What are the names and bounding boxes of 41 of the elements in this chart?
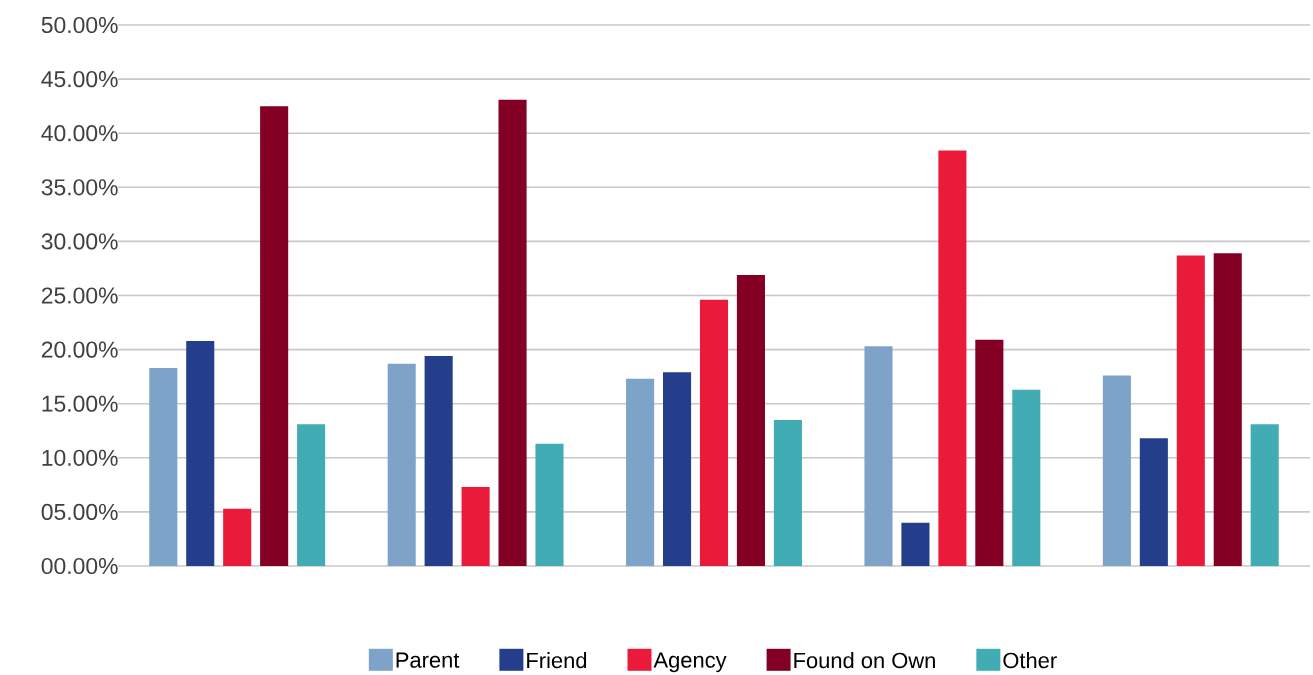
bar [424, 356, 453, 566]
y-tick-label: 25.00% [41, 287, 118, 304]
bar [663, 372, 692, 566]
bar [626, 378, 655, 566]
bar [699, 299, 729, 566]
y-tick-label: 40.00% [41, 125, 118, 142]
legend-label: Found on Own [794, 652, 935, 669]
y-tick-label: 45.00% [41, 70, 118, 88]
bar [938, 150, 967, 566]
bar [1139, 438, 1168, 566]
bar [387, 363, 416, 566]
y-tick-label: 30.00% [41, 233, 118, 250]
bar [1213, 253, 1242, 566]
y-tick-label: 10.00% [42, 449, 118, 466]
legend-label: Agency [653, 652, 727, 673]
bar [260, 106, 289, 566]
bar [498, 99, 527, 566]
bar [535, 443, 564, 566]
y-tick-label: 20.00% [41, 341, 118, 358]
bar [975, 339, 1004, 566]
bar [1250, 424, 1279, 566]
y-tick-label: 05.00% [41, 503, 118, 521]
bar [149, 367, 178, 566]
bar [186, 340, 215, 566]
y-tick-label: 50.00% [41, 16, 118, 34]
bar [901, 522, 930, 566]
bar [773, 419, 802, 566]
bar [864, 346, 893, 566]
legend-label: Friend [527, 652, 587, 669]
bar [1012, 389, 1041, 566]
bar [297, 424, 326, 566]
y-tick-label: 15.00% [42, 395, 118, 412]
y-tick-label: 00.00% [41, 557, 118, 575]
bar [1176, 255, 1205, 566]
bar [223, 508, 252, 566]
bar [1102, 375, 1131, 566]
bar [736, 274, 765, 566]
bar [461, 487, 490, 566]
legend-label: Parent [396, 652, 460, 668]
y-tick-label: 35.00% [41, 179, 118, 196]
legend-label: Other [1003, 652, 1057, 669]
